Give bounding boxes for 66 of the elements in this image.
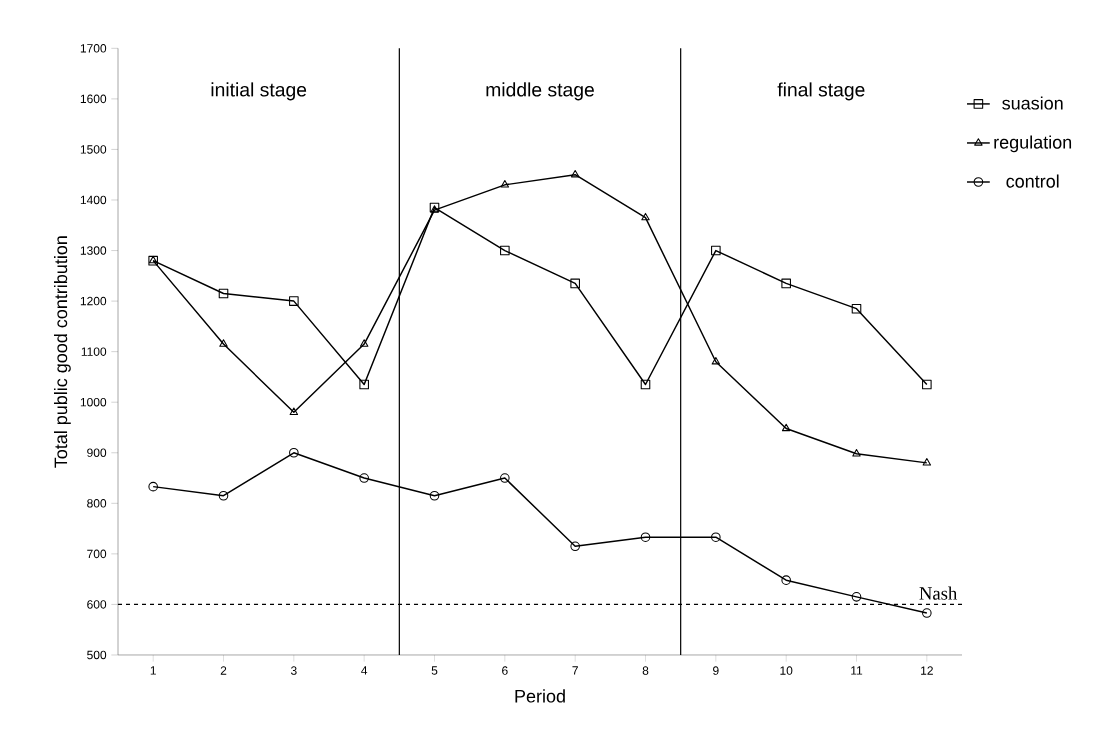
x-tick-label: 9 xyxy=(713,666,719,675)
point xyxy=(851,303,862,314)
point xyxy=(148,481,158,492)
x-tick-label: 11 xyxy=(851,666,863,675)
point xyxy=(641,212,650,221)
y-tick-label: 800 xyxy=(87,499,107,508)
y-tick-label: 900 xyxy=(87,448,107,458)
point xyxy=(640,532,651,542)
point xyxy=(570,541,580,552)
y-tick-label: 600 xyxy=(87,600,107,609)
annotation: initial stage xyxy=(211,82,307,101)
x-tick-label: 1 xyxy=(150,666,156,675)
point xyxy=(781,423,791,432)
annotation: final stage xyxy=(777,82,865,101)
point xyxy=(219,339,228,347)
point xyxy=(359,339,369,347)
x-tick-label: 5 xyxy=(431,666,438,675)
y-tick-label: 1000 xyxy=(80,397,107,407)
point xyxy=(500,180,510,188)
point xyxy=(289,407,299,415)
y-axis-title: Total public good contribution xyxy=(54,236,71,468)
point xyxy=(359,379,369,390)
x-tick-label: 2 xyxy=(220,666,227,675)
legend-label: control xyxy=(1006,174,1059,188)
point xyxy=(922,379,932,390)
x-axis-title: Period xyxy=(515,689,565,703)
point xyxy=(500,473,510,483)
y-tick-label: 1400 xyxy=(80,195,107,205)
point xyxy=(359,473,369,483)
x-tick-label: 6 xyxy=(502,666,508,675)
point xyxy=(289,447,299,458)
legend-label: regulation xyxy=(994,135,1072,153)
y-tick-label: 1600 xyxy=(80,94,107,104)
y-tick-label: 1300 xyxy=(80,246,107,255)
x-tick-label: 8 xyxy=(642,666,649,675)
point xyxy=(570,278,580,289)
point xyxy=(218,288,229,299)
point xyxy=(711,356,721,365)
point xyxy=(852,448,861,457)
y-tick-label: 1100 xyxy=(81,347,107,356)
point xyxy=(851,592,862,602)
point xyxy=(289,296,299,306)
point xyxy=(640,379,651,390)
point xyxy=(922,608,932,618)
point xyxy=(922,458,932,466)
y-tick-label: 500 xyxy=(87,650,107,660)
point xyxy=(218,490,229,501)
annotation: middle stage xyxy=(486,82,594,101)
point xyxy=(781,575,791,585)
point xyxy=(429,490,440,501)
point xyxy=(500,245,510,256)
point xyxy=(711,245,721,256)
x-tick-label: 3 xyxy=(290,666,297,675)
point xyxy=(781,278,791,289)
y-tick-label: 1700 xyxy=(80,44,107,53)
y-tick-label: 700 xyxy=(87,549,107,559)
x-tick-label: 12 xyxy=(921,666,933,675)
x-tick-label: 4 xyxy=(361,666,368,675)
point xyxy=(711,532,721,542)
ref-line-label: Nash xyxy=(919,586,958,600)
x-tick-label: 10 xyxy=(780,666,793,675)
point xyxy=(570,169,580,178)
legend-label: suasion xyxy=(1002,96,1063,110)
y-tick-label: 1500 xyxy=(80,145,107,154)
y-tick-label: 1200 xyxy=(80,296,107,306)
x-tick-label: 7 xyxy=(572,666,578,675)
